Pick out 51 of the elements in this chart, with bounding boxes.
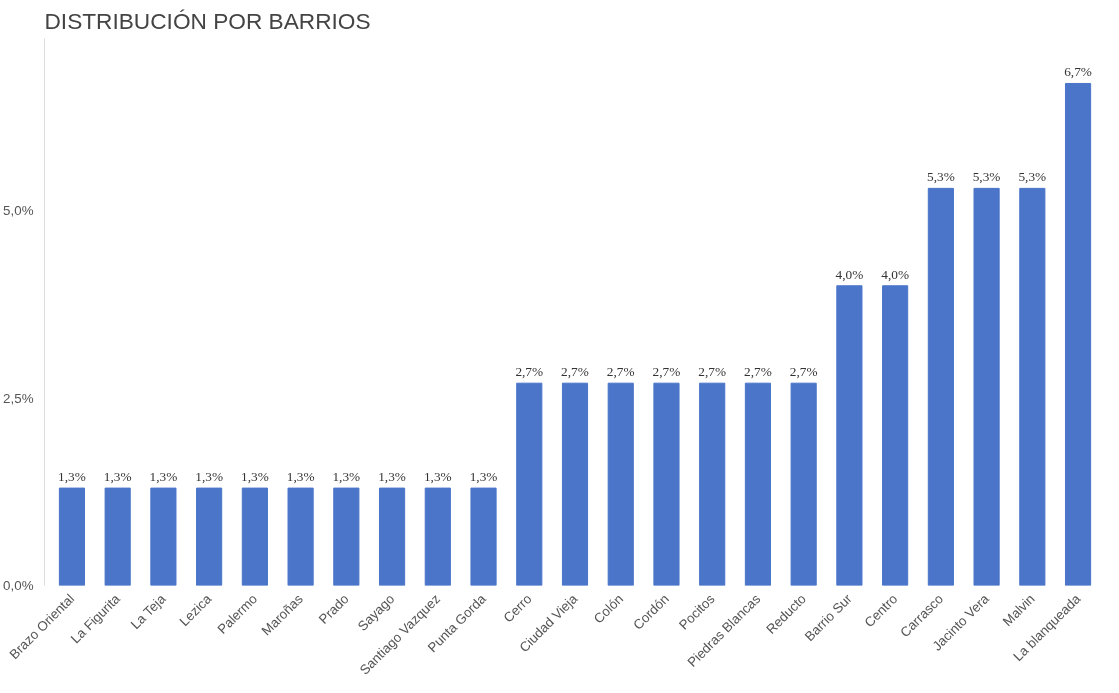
data-label: 2,7%: [698, 364, 727, 380]
data-label: 2,7%: [744, 364, 772, 380]
data-label: 6,7%: [1064, 64, 1092, 80]
data-label: 2,7%: [606, 364, 635, 380]
data-label: 2,7%: [652, 364, 681, 380]
bar: [607, 382, 634, 586]
data-label: 1,3%: [423, 469, 452, 485]
x-tick-label: La Teja: [127, 590, 169, 633]
bar: [699, 382, 726, 586]
bar: [287, 487, 314, 586]
bar: [561, 382, 589, 586]
data-label: 2,7%: [561, 364, 589, 380]
data-label: 1,3%: [195, 469, 224, 485]
data-label: 4,0%: [881, 266, 910, 282]
bar: [196, 487, 223, 586]
bar: [470, 487, 497, 586]
data-label: 1,3%: [332, 469, 361, 485]
bar: [1019, 187, 1046, 586]
bar: [973, 187, 1000, 586]
bar: [836, 285, 863, 586]
bar: [333, 487, 360, 586]
bar: [653, 382, 680, 586]
data-label: 1,3%: [469, 469, 498, 485]
data-label: 1,3%: [378, 469, 406, 485]
bar: [424, 487, 451, 586]
bar: [1064, 82, 1092, 586]
y-tick-label: 5,0%: [3, 203, 34, 219]
data-label: 5,3%: [1018, 169, 1047, 185]
data-label: 1,3%: [240, 469, 269, 485]
data-label: 5,3%: [926, 169, 955, 185]
data-label: 2,7%: [789, 364, 818, 380]
data-label: 4,0%: [835, 266, 864, 282]
bar: [241, 487, 268, 586]
bar: [58, 487, 86, 586]
data-label: 5,3%: [972, 169, 1001, 185]
bar: [790, 382, 817, 586]
bar: [882, 285, 909, 586]
y-tick-label: 0,0%: [3, 578, 34, 593]
data-label: 1,3%: [286, 469, 315, 485]
bar: [378, 487, 406, 586]
data-label: 1,3%: [149, 469, 178, 485]
bar: [744, 382, 772, 586]
bar: [104, 487, 131, 586]
chart-title: DISTRIBUCIÓN POR BARRIOS: [44, 7, 371, 34]
bar: [516, 382, 543, 586]
data-label: 2,7%: [515, 364, 544, 380]
y-tick-label: 2,5%: [3, 390, 34, 406]
bar: [150, 487, 177, 586]
data-label: 1,3%: [58, 469, 86, 485]
bar: [927, 187, 954, 586]
data-label: 1,3%: [103, 469, 132, 485]
